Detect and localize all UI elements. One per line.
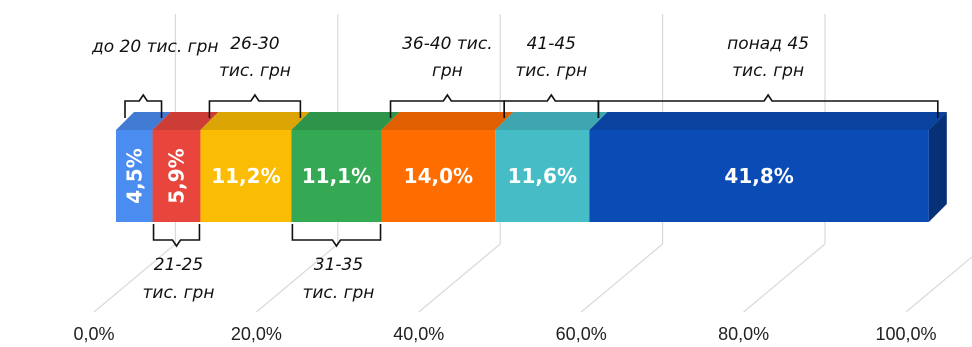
x-axis-ticks: 0,0% 20,0% 40,0% 60,0% 80,0% 100,0% (73, 324, 936, 344)
range-label: грн (432, 61, 463, 81)
bar-segments (116, 112, 947, 222)
x-tick-label: 40,0% (393, 324, 444, 344)
gridline-floor (743, 243, 826, 313)
bar-segment (495, 130, 590, 222)
segment-value-labels: 4,5% 5,9% 11,2% 11,1% 14,0% 11,6% 41,8% (122, 148, 794, 203)
range-label: тис. грн (515, 61, 587, 81)
gridline-floor (256, 243, 339, 313)
x-tick-label: 0,0% (73, 324, 114, 344)
data-label: 14,0% (404, 164, 473, 188)
bar-segment (200, 130, 292, 222)
bar-segment-top (381, 112, 514, 130)
bar-segment (589, 130, 929, 222)
range-label: 26-30 (230, 34, 279, 54)
data-label: 11,2% (211, 164, 280, 188)
range-label: тис. грн (143, 283, 215, 303)
data-label: 5,9% (164, 148, 188, 203)
bar-segment-top (589, 112, 947, 130)
data-label: 11,6% (508, 164, 577, 188)
gridline-floor (905, 256, 972, 313)
range-brace (124, 93, 163, 118)
range-label: понад 45 (727, 34, 809, 54)
bar-segment (152, 130, 201, 222)
range-label: 31-35 (314, 255, 363, 275)
x-tick-label: 100,0% (875, 324, 936, 344)
bar-segment (381, 130, 496, 222)
data-label: 41,8% (724, 164, 793, 188)
data-label: 11,1% (302, 164, 371, 188)
bar-segment-top (291, 112, 400, 130)
gridline-floor (580, 243, 663, 313)
range-label: до 20 тис. грн (91, 37, 219, 57)
range-brace (597, 93, 939, 118)
bar-segment (116, 130, 153, 222)
gridline-floor (93, 243, 176, 313)
range-label: тис. грн (732, 61, 804, 81)
range-label: тис. грн (302, 283, 374, 303)
range-label: тис. грн (219, 61, 291, 81)
range-brace (208, 93, 302, 118)
bar-segment-top (495, 112, 608, 130)
range-label: 21-25 (154, 255, 203, 275)
bar-segment-top (116, 112, 171, 130)
range-label: 41-45 (527, 34, 576, 54)
range-brace (152, 224, 201, 248)
bar-side (928, 112, 947, 222)
data-label: 4,5% (122, 148, 146, 203)
gridline-floor (418, 243, 501, 313)
bar-segment-top (200, 112, 310, 130)
x-tick-label: 20,0% (231, 324, 282, 344)
range-brace (291, 224, 382, 248)
range-label: 36-40 тис. (402, 34, 493, 54)
x-tick-label: 80,0% (718, 324, 769, 344)
x-tick-label: 60,0% (556, 324, 607, 344)
bar-segment-top (152, 112, 219, 130)
bar-segment (291, 130, 382, 222)
range-annotations: до 20 тис. грн 21-25 тис. грн 26-30 тис. грн… (91, 34, 939, 303)
